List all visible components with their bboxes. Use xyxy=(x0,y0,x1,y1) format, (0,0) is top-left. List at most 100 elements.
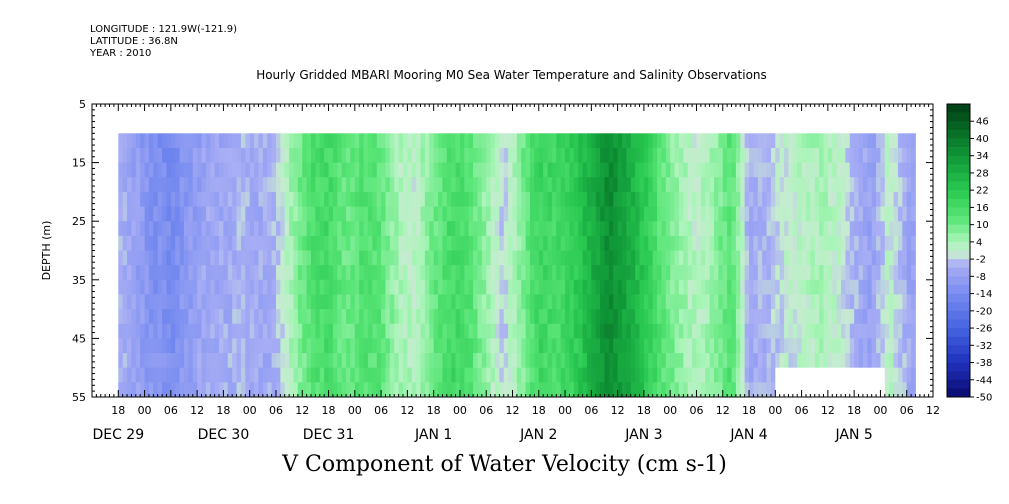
heatmap-cell xyxy=(757,309,763,325)
heatmap-cell xyxy=(359,147,364,163)
heatmap-cell xyxy=(876,191,881,207)
heatmap-cell xyxy=(227,353,233,369)
heatmap-cell xyxy=(525,367,531,383)
heatmap-cell xyxy=(144,133,150,149)
heatmap-cell xyxy=(438,265,443,281)
heatmap-cell xyxy=(297,177,303,193)
heatmap-cell xyxy=(749,265,754,281)
heatmap-cell xyxy=(749,279,754,295)
heatmap-cell xyxy=(249,250,255,266)
heatmap-cell xyxy=(713,235,719,251)
heatmap-cell xyxy=(845,235,851,251)
heatmap-cell xyxy=(499,177,505,193)
heatmap-cell xyxy=(643,162,649,178)
heatmap-cell xyxy=(849,191,855,207)
heatmap-cell xyxy=(569,250,575,266)
heatmap-cell xyxy=(591,323,597,339)
heatmap-cell xyxy=(810,191,816,207)
heatmap-cell xyxy=(766,338,772,354)
heatmap-cell xyxy=(652,162,658,178)
heatmap-cell xyxy=(823,279,829,295)
heatmap-cell xyxy=(832,279,838,295)
heatmap-cell xyxy=(210,177,216,193)
heatmap-cell xyxy=(731,235,737,251)
heatmap-cell xyxy=(140,367,145,383)
heatmap-cell xyxy=(560,265,566,281)
heatmap-cell xyxy=(516,191,522,207)
heatmap-cell xyxy=(718,206,724,222)
heatmap-cell xyxy=(381,279,386,295)
heatmap-cell xyxy=(538,162,544,178)
heatmap-cell xyxy=(135,221,141,237)
colorbar-swatch xyxy=(947,319,970,329)
heatmap-cell xyxy=(332,147,338,163)
heatmap-cell xyxy=(770,235,776,251)
heatmap-cell xyxy=(832,338,838,354)
heatmap-cell xyxy=(775,133,781,149)
heatmap-cell xyxy=(201,338,207,354)
heatmap-cell xyxy=(692,309,697,325)
heatmap-cell xyxy=(819,279,824,295)
heatmap-cell xyxy=(494,382,500,398)
heatmap-cell xyxy=(565,147,570,163)
heatmap-cell xyxy=(639,221,645,237)
heatmap-cell xyxy=(188,162,194,178)
heatmap-cell xyxy=(744,250,750,266)
heatmap-cell xyxy=(613,191,619,207)
heatmap-cell xyxy=(884,382,890,398)
heatmap-cell xyxy=(210,250,216,266)
heatmap-cell xyxy=(407,323,413,339)
heatmap-cell xyxy=(170,338,176,354)
heatmap-cell xyxy=(262,250,268,266)
heatmap-cell xyxy=(481,206,487,222)
heatmap-cell xyxy=(661,309,667,325)
heatmap-cell xyxy=(175,279,180,295)
heatmap-cell xyxy=(245,367,251,383)
heatmap-cell xyxy=(262,206,268,222)
heatmap-cell xyxy=(219,323,224,339)
heatmap-cell xyxy=(591,133,597,149)
heatmap-cell xyxy=(398,353,404,369)
heatmap-cell xyxy=(455,206,461,222)
heatmap-cell xyxy=(727,367,732,383)
heatmap-cell xyxy=(543,191,548,207)
heatmap-cell xyxy=(153,265,159,281)
heatmap-cell xyxy=(521,294,527,310)
heatmap-cell xyxy=(643,235,649,251)
heatmap-cell xyxy=(617,235,623,251)
heatmap-cell xyxy=(245,309,251,325)
heatmap-cell xyxy=(267,279,272,295)
heatmap-cell xyxy=(683,235,689,251)
heatmap-cell xyxy=(249,309,255,325)
heatmap-cell xyxy=(363,133,369,149)
heatmap-cell xyxy=(591,353,597,369)
heatmap-cell xyxy=(740,338,746,354)
heatmap-cell xyxy=(779,353,785,369)
heatmap-cell xyxy=(170,279,176,295)
heatmap-cell xyxy=(565,250,570,266)
heatmap-cell xyxy=(893,294,899,310)
heatmap-cell xyxy=(617,265,623,281)
heatmap-cell xyxy=(670,367,675,383)
heatmap-cell xyxy=(240,206,246,222)
heatmap-cell xyxy=(341,367,347,383)
heatmap-cell xyxy=(363,265,369,281)
heatmap-cell xyxy=(657,279,662,295)
heatmap-cell xyxy=(674,206,680,222)
heatmap-cell xyxy=(402,147,408,163)
heatmap-cell xyxy=(626,133,632,149)
heatmap-cell xyxy=(346,191,351,207)
heatmap-cell xyxy=(153,323,159,339)
heatmap-cell xyxy=(639,250,645,266)
heatmap-cell xyxy=(586,309,592,325)
heatmap-cell xyxy=(407,382,413,398)
heatmap-cell xyxy=(766,133,772,149)
heatmap-cell xyxy=(275,147,281,163)
heatmap-cell xyxy=(788,235,794,251)
heatmap-cell xyxy=(700,147,706,163)
colorbar-label: -2 xyxy=(976,255,986,266)
heatmap-cell xyxy=(297,133,303,149)
heatmap-cell xyxy=(893,133,899,149)
heatmap-cell xyxy=(832,206,838,222)
